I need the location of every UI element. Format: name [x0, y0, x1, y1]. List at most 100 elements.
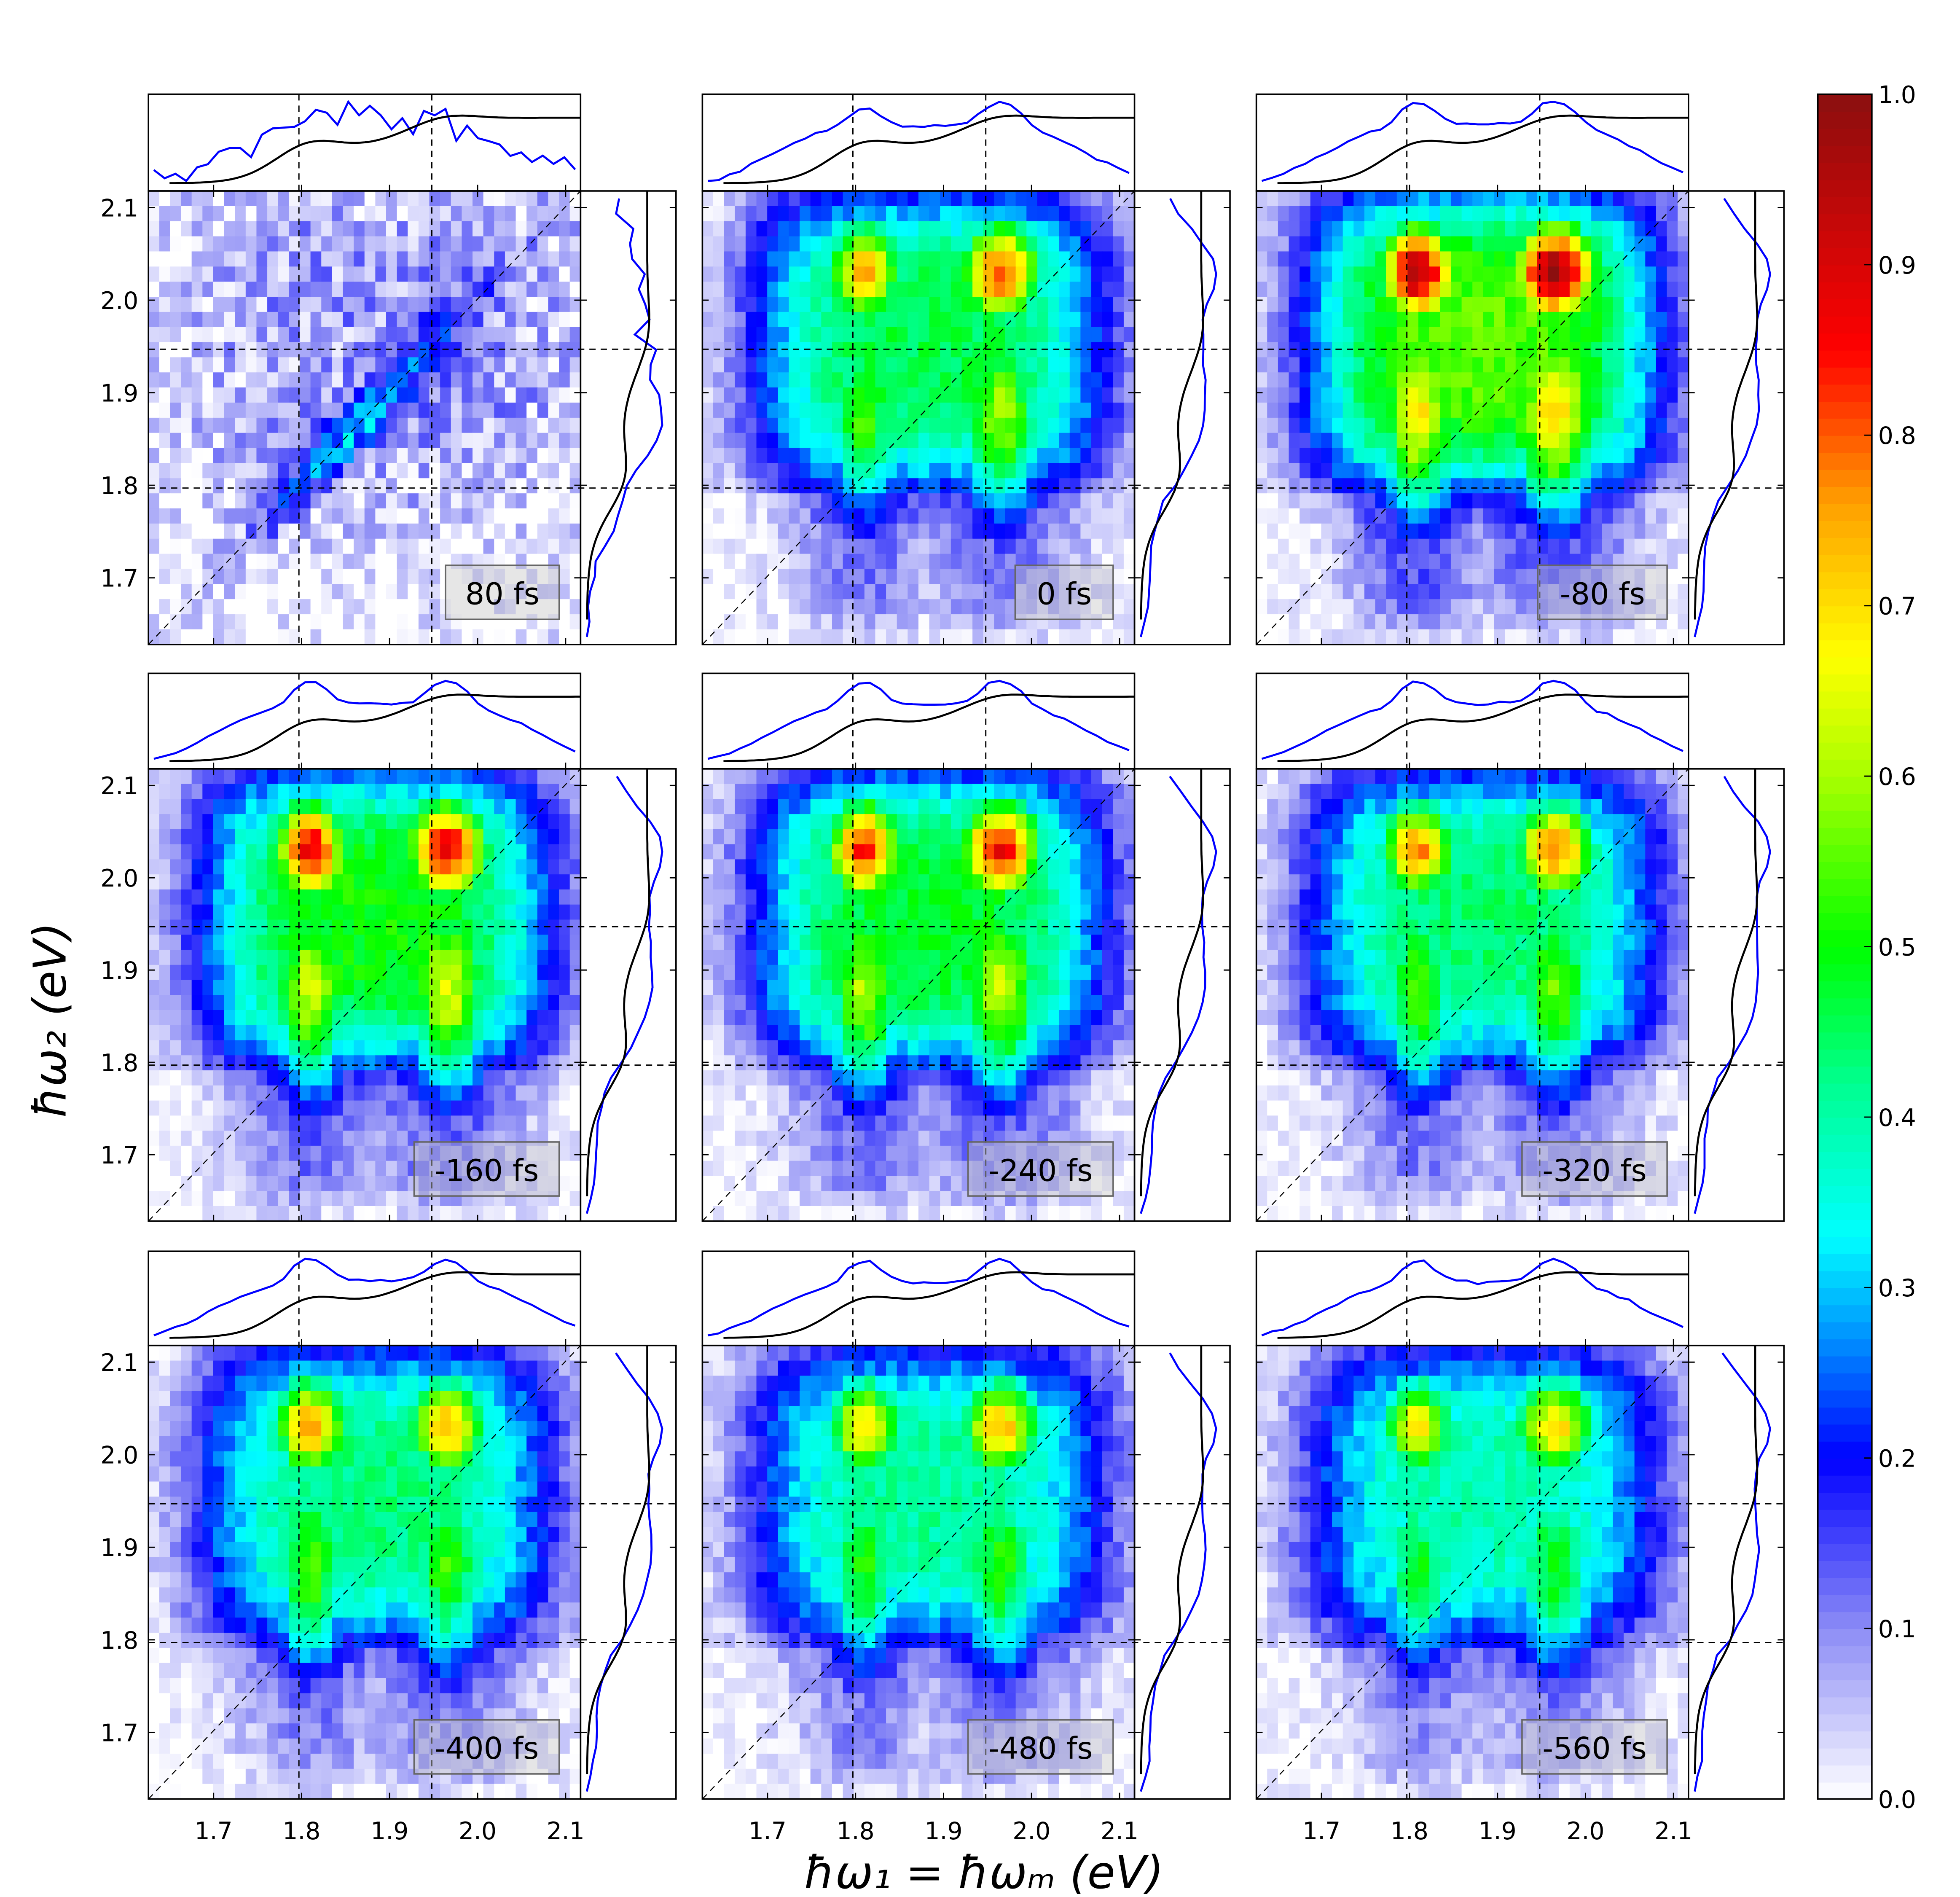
heatmap-cell	[854, 554, 865, 570]
heatmap-cell	[235, 1131, 247, 1147]
heatmap-cell	[1526, 191, 1538, 207]
heatmap-cell	[548, 768, 560, 785]
heatmap-cell	[245, 433, 257, 449]
heatmap-cell	[559, 312, 570, 328]
heatmap-cell	[1407, 296, 1419, 313]
heatmap-cell	[159, 221, 171, 237]
heatmap-cell	[516, 995, 527, 1011]
heatmap-cell	[289, 799, 301, 815]
heatmap-cell	[224, 448, 236, 464]
heatmap-cell	[473, 1070, 484, 1086]
heatmap-cell	[148, 493, 160, 509]
heatmap-cell	[343, 829, 354, 845]
heatmap-cell	[516, 1161, 527, 1177]
heatmap-cell	[354, 1191, 365, 1207]
heatmap-cell	[1396, 296, 1408, 313]
heatmap-cell	[800, 463, 811, 479]
heatmap-cell	[875, 523, 887, 539]
heatmap-cell	[1483, 312, 1495, 328]
heatmap-cell	[1310, 417, 1322, 433]
heatmap-cell	[1332, 251, 1343, 267]
heatmap-cell	[397, 965, 408, 981]
heatmap-cell	[462, 949, 473, 965]
heatmap-cell	[386, 1055, 397, 1071]
heatmap-cell	[559, 784, 570, 800]
heatmap-cell	[897, 296, 908, 313]
heatmap-cell	[559, 1085, 570, 1101]
heatmap-cell	[1613, 569, 1624, 585]
heatmap-cell	[483, 1085, 495, 1101]
heatmap-cell	[854, 448, 865, 464]
heatmap-cell	[1069, 327, 1081, 343]
heatmap-cell	[559, 1010, 570, 1026]
heatmap-cell	[343, 538, 354, 554]
heatmap-cell	[397, 1025, 408, 1041]
heatmap-cell	[148, 904, 160, 920]
heatmap-cell	[972, 191, 984, 207]
heatmap-cell	[397, 1115, 408, 1131]
heatmap-cell	[1461, 357, 1473, 373]
heatmap-cell	[1418, 206, 1430, 222]
heatmap-cell	[745, 599, 757, 615]
heatmap-cell	[364, 342, 376, 358]
heatmap-cell	[278, 266, 290, 282]
heatmap-cell	[289, 874, 301, 890]
heatmap-cell	[569, 629, 581, 645]
heatmap-cell	[462, 191, 473, 207]
side-trace-frame	[580, 190, 677, 645]
heatmap-cell	[1407, 372, 1419, 388]
heatmap-cell	[1289, 282, 1300, 298]
heatmap-cell	[224, 1206, 236, 1222]
heatmap-cell	[864, 478, 876, 494]
heatmap-cell	[235, 1055, 247, 1071]
heatmap-cell	[843, 403, 854, 419]
heatmap-cell	[235, 357, 247, 373]
heatmap-cell	[451, 448, 462, 464]
heatmap-cell	[559, 191, 570, 207]
heatmap-cell	[483, 919, 495, 935]
heatmap-cell	[897, 342, 908, 358]
heatmap-cell	[897, 614, 908, 630]
heatmap-cell	[1515, 417, 1527, 433]
heatmap-cell	[473, 403, 484, 419]
heatmap-cell	[170, 1115, 182, 1131]
heatmap-cell	[1059, 508, 1070, 524]
heatmap-cell	[1634, 508, 1646, 524]
heatmap-cell	[408, 266, 419, 282]
heatmap-cell	[505, 266, 516, 282]
heatmap-cell	[569, 1085, 581, 1101]
heatmap-cell	[289, 191, 301, 207]
heatmap-cell	[1364, 342, 1376, 358]
heatmap-cell	[918, 372, 930, 388]
heatmap-cell	[408, 569, 419, 585]
heatmap-cell	[864, 236, 876, 252]
heatmap-cell	[1278, 357, 1289, 373]
heatmap-cell	[1256, 191, 1268, 207]
heatmap-cell	[1634, 463, 1646, 479]
heatmap-cell	[1123, 508, 1135, 524]
heatmap-cell	[375, 768, 387, 785]
heatmap-cell	[994, 251, 1006, 267]
heatmap-cell	[886, 191, 897, 207]
heatmap-cell	[1289, 448, 1300, 464]
heatmap-cell	[724, 221, 736, 237]
heatmap-cell	[1667, 266, 1678, 282]
heatmap-cell	[526, 312, 538, 328]
heatmap-cell	[1364, 493, 1376, 509]
heatmap-cell	[440, 312, 451, 328]
heatmap-cell	[418, 1085, 430, 1101]
heatmap-cell	[213, 312, 225, 328]
heatmap-cell	[1548, 599, 1560, 615]
heatmap-cell	[505, 1010, 516, 1026]
heatmap-cell	[961, 523, 973, 539]
heatmap-cell	[1515, 614, 1527, 630]
heatmap-cell	[1580, 282, 1592, 298]
heatmap-cell	[267, 1161, 279, 1177]
heatmap-cell	[321, 387, 333, 403]
heatmap-cell	[1080, 403, 1092, 419]
heatmap-cell	[961, 538, 973, 554]
heatmap-cell	[1613, 614, 1624, 630]
heatmap-cell	[1505, 282, 1516, 298]
heatmap-cell	[224, 191, 236, 207]
heatmap-cell	[375, 206, 387, 222]
